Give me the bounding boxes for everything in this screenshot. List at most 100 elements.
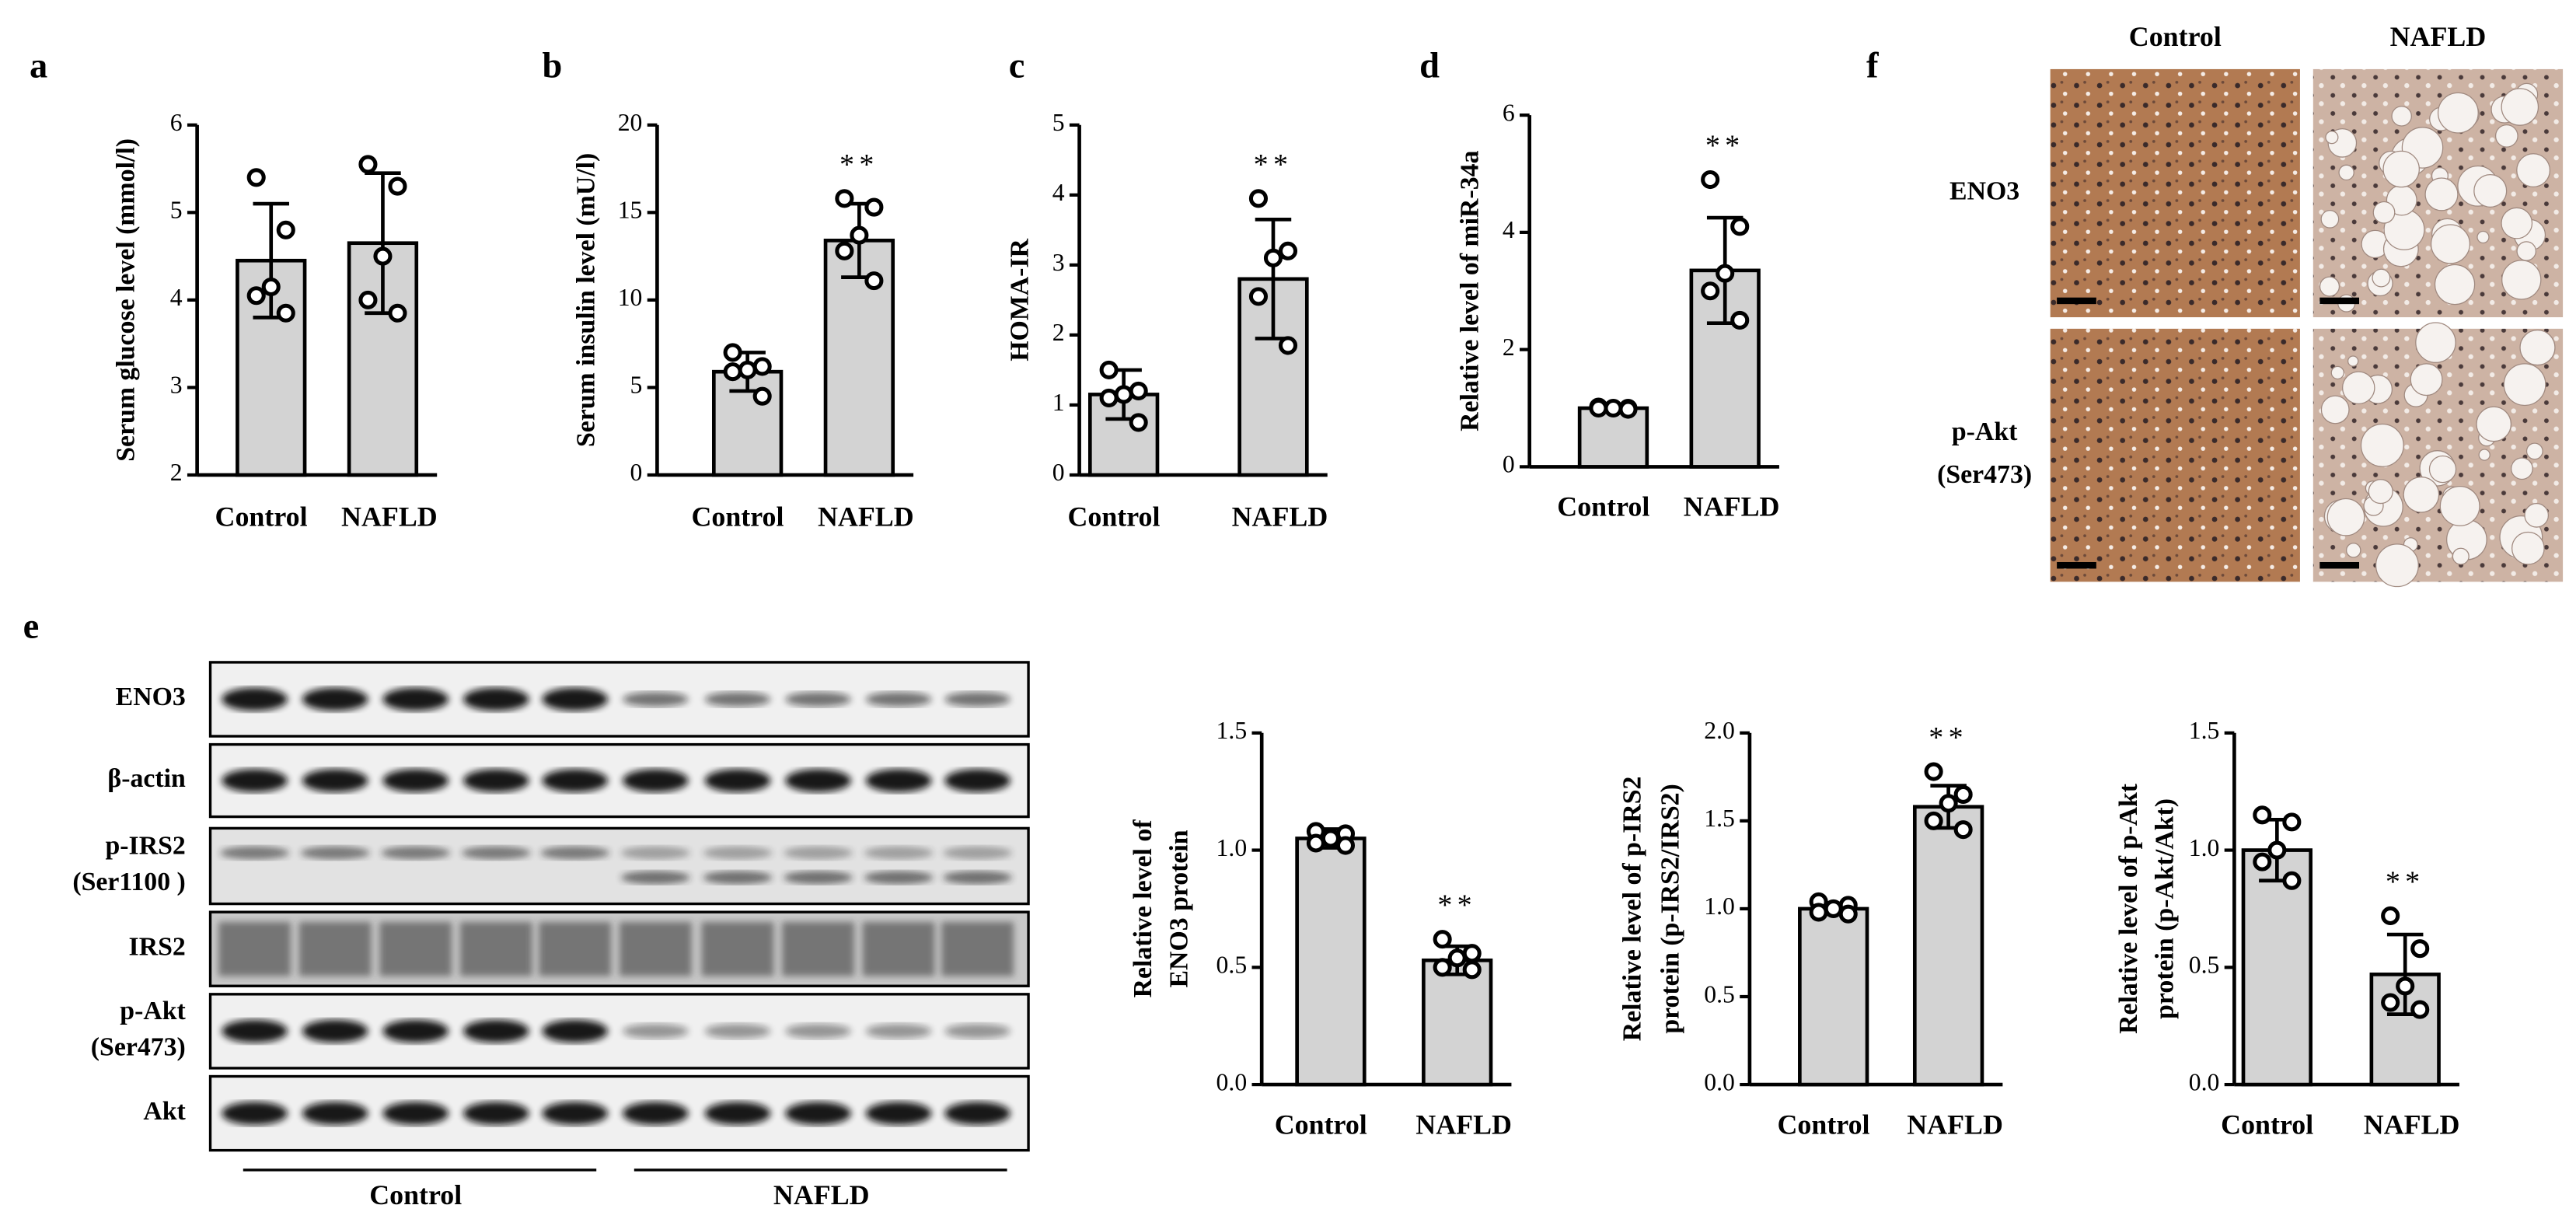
x-tick-label: NAFLD xyxy=(1907,1109,2003,1140)
fat-vacuole xyxy=(2319,276,2340,297)
data-point xyxy=(2253,805,2272,825)
blot-row-label: p-IRS2 xyxy=(106,831,186,860)
fat-vacuole xyxy=(2372,268,2391,288)
histology-image xyxy=(2050,68,2300,318)
data-point xyxy=(2410,1000,2430,1019)
data-point xyxy=(1278,336,1298,355)
y-axis-label: protein (p-Akt/Akt) xyxy=(2150,798,2179,1019)
blot-band xyxy=(704,1102,771,1125)
data-point xyxy=(246,168,266,187)
bar xyxy=(1798,906,1869,1087)
blot-band xyxy=(382,687,449,711)
y-tick-label: 0.5 xyxy=(1216,952,1248,979)
data-point xyxy=(1248,287,1269,306)
data-point xyxy=(261,277,281,297)
x-tick-label: NAFLD xyxy=(1684,491,1780,522)
fat-vacuole xyxy=(2347,355,2359,367)
data-point xyxy=(1953,820,1973,840)
y-tick-label: 0.5 xyxy=(2189,952,2220,979)
data-point xyxy=(835,241,854,260)
fat-vacuole xyxy=(2391,106,2412,127)
data-point xyxy=(1278,241,1298,260)
blot-band xyxy=(459,921,532,976)
fat-vacuole xyxy=(2346,543,2361,558)
panel-label: b xyxy=(542,47,562,86)
significance-label: ** xyxy=(1437,889,1477,922)
data-point xyxy=(358,290,378,309)
blot-band xyxy=(382,1102,449,1125)
histology-column-label: Control xyxy=(2129,21,2222,52)
y-tick-label: 0.0 xyxy=(1704,1068,1735,1095)
data-point xyxy=(723,362,742,382)
bar xyxy=(1422,958,1493,1087)
data-point xyxy=(1838,904,1858,924)
y-tick-label: 1.0 xyxy=(1704,892,1735,920)
data-point xyxy=(1263,248,1283,267)
fat-vacuole xyxy=(2430,224,2470,264)
blot-band xyxy=(220,846,289,860)
y-tick-label: 3 xyxy=(170,372,183,399)
fat-vacuole xyxy=(2428,455,2457,484)
y-tick-label: 4 xyxy=(1503,216,1515,243)
blot-row-label: IRS2 xyxy=(129,932,186,961)
y-tick-label: 0.5 xyxy=(1704,980,1735,1008)
fat-vacuole xyxy=(2372,201,2396,224)
blot-band xyxy=(302,769,368,792)
blot-row-label: β-actin xyxy=(107,764,186,793)
blot-row-label: (Ser1100 ) xyxy=(72,868,185,896)
blot-band xyxy=(865,691,932,707)
blot-row-label: ENO3 xyxy=(116,683,186,711)
fat-vacuole xyxy=(2415,322,2456,363)
blot-band xyxy=(623,1023,689,1039)
y-tick-label: 1.0 xyxy=(1216,834,1248,861)
data-point xyxy=(1462,960,1482,980)
blot-band xyxy=(623,691,689,707)
data-point xyxy=(850,225,869,245)
data-point xyxy=(723,343,742,362)
y-axis-label: Serum glucose level (mmol/l) xyxy=(112,138,141,462)
y-tick-label: 2 xyxy=(1503,334,1515,361)
y-tick-label: 2.0 xyxy=(1704,717,1735,744)
blot-band xyxy=(542,1019,609,1043)
blot-band xyxy=(623,769,689,792)
fat-vacuole xyxy=(2320,395,2350,424)
data-point xyxy=(1462,944,1482,963)
fat-vacuole xyxy=(2519,330,2556,366)
x-tick-label: Control xyxy=(691,501,784,532)
data-point xyxy=(1589,398,1608,418)
blot-band xyxy=(704,1023,771,1039)
blot-band xyxy=(704,691,771,707)
panel-label: c xyxy=(1009,47,1025,86)
fat-vacuole xyxy=(2501,207,2533,239)
blot-band xyxy=(782,921,855,976)
y-tick-label: 0.0 xyxy=(1216,1068,1248,1095)
scale-bar xyxy=(2057,561,2096,569)
data-point xyxy=(1321,829,1340,848)
data-point xyxy=(1809,903,1828,922)
fat-vacuole xyxy=(2524,503,2550,528)
group-label: Control xyxy=(369,1179,462,1210)
fat-vacuole xyxy=(2476,406,2512,442)
blot-band xyxy=(542,769,609,792)
blot-band xyxy=(785,691,851,707)
y-axis-label: Relative level of p-Akt xyxy=(2114,783,2143,1034)
data-point xyxy=(276,220,295,239)
blot-band xyxy=(785,769,851,792)
blot-band xyxy=(222,1102,288,1125)
y-tick-label: 0 xyxy=(1052,459,1065,486)
histology-row-label: (Ser473) xyxy=(1937,460,2032,489)
data-point xyxy=(1924,811,1943,830)
y-tick-label: 15 xyxy=(618,197,643,224)
fat-vacuole xyxy=(2410,363,2443,396)
data-point xyxy=(388,303,407,323)
blot-band xyxy=(784,846,853,860)
x-tick-label: Control xyxy=(1777,1109,1869,1140)
blot-band xyxy=(785,1102,851,1125)
data-point xyxy=(388,176,407,196)
fat-vacuole xyxy=(2326,498,2365,536)
y-tick-label: 1.5 xyxy=(1216,717,1248,744)
fat-vacuole xyxy=(2516,153,2551,187)
fat-vacuole xyxy=(2439,485,2480,526)
